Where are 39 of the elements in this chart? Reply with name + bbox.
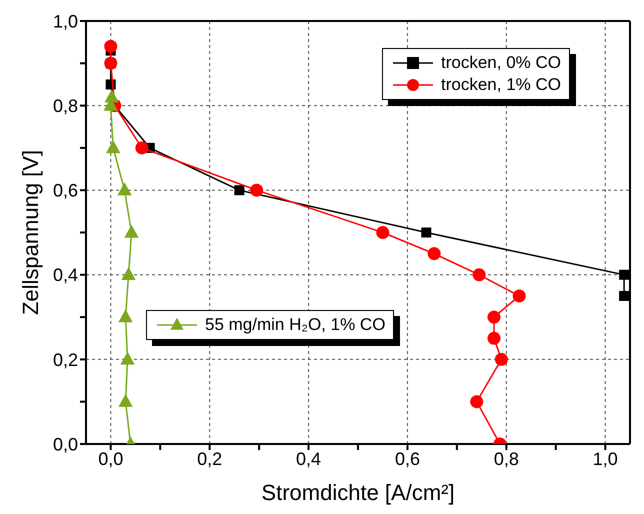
- point: [512, 289, 526, 302]
- y-axis-title: Zellspannung [V]: [18, 150, 43, 316]
- point: [472, 268, 486, 282]
- y-tick-label: 0,2: [52, 350, 78, 370]
- point: [488, 332, 500, 345]
- y-tick-label: 0,0: [52, 434, 78, 454]
- point: [120, 352, 135, 365]
- point: [118, 309, 133, 322]
- point: [104, 40, 118, 53]
- point: [421, 228, 432, 238]
- x-tick-label: 0,4: [296, 448, 322, 469]
- point: [619, 270, 630, 280]
- point: [234, 185, 244, 196]
- point: [106, 140, 120, 154]
- x-tick-label: 0,2: [197, 448, 222, 469]
- point: [121, 267, 136, 280]
- point: [470, 395, 484, 408]
- point: [619, 290, 630, 301]
- x-tick-label: 1,0: [592, 448, 618, 469]
- x-axis-title: Stromdichte [A/cm²]: [261, 480, 455, 505]
- legend-label: 55 mg/min H₂O, 1% CO: [205, 314, 386, 336]
- point: [428, 247, 441, 260]
- point: [488, 310, 500, 324]
- legend-label: trocken, 1% CO: [441, 74, 561, 96]
- point: [494, 352, 508, 366]
- y-tick-label: 0,4: [52, 265, 78, 286]
- point: [124, 224, 139, 238]
- y-tick-label: 1,0: [52, 11, 78, 32]
- point: [118, 394, 133, 407]
- x-tick-label: 0,0: [98, 448, 124, 469]
- x-tick-label: 0,8: [494, 448, 519, 469]
- point: [250, 184, 264, 197]
- x-tick-label: 0,6: [394, 448, 420, 469]
- point: [376, 226, 390, 239]
- point: [117, 182, 132, 196]
- legend-label: trocken, 0% CO: [441, 52, 561, 74]
- y-tick-label: 0,6: [52, 180, 78, 201]
- point: [135, 141, 148, 154]
- y-tick-label: 0,8: [52, 96, 78, 116]
